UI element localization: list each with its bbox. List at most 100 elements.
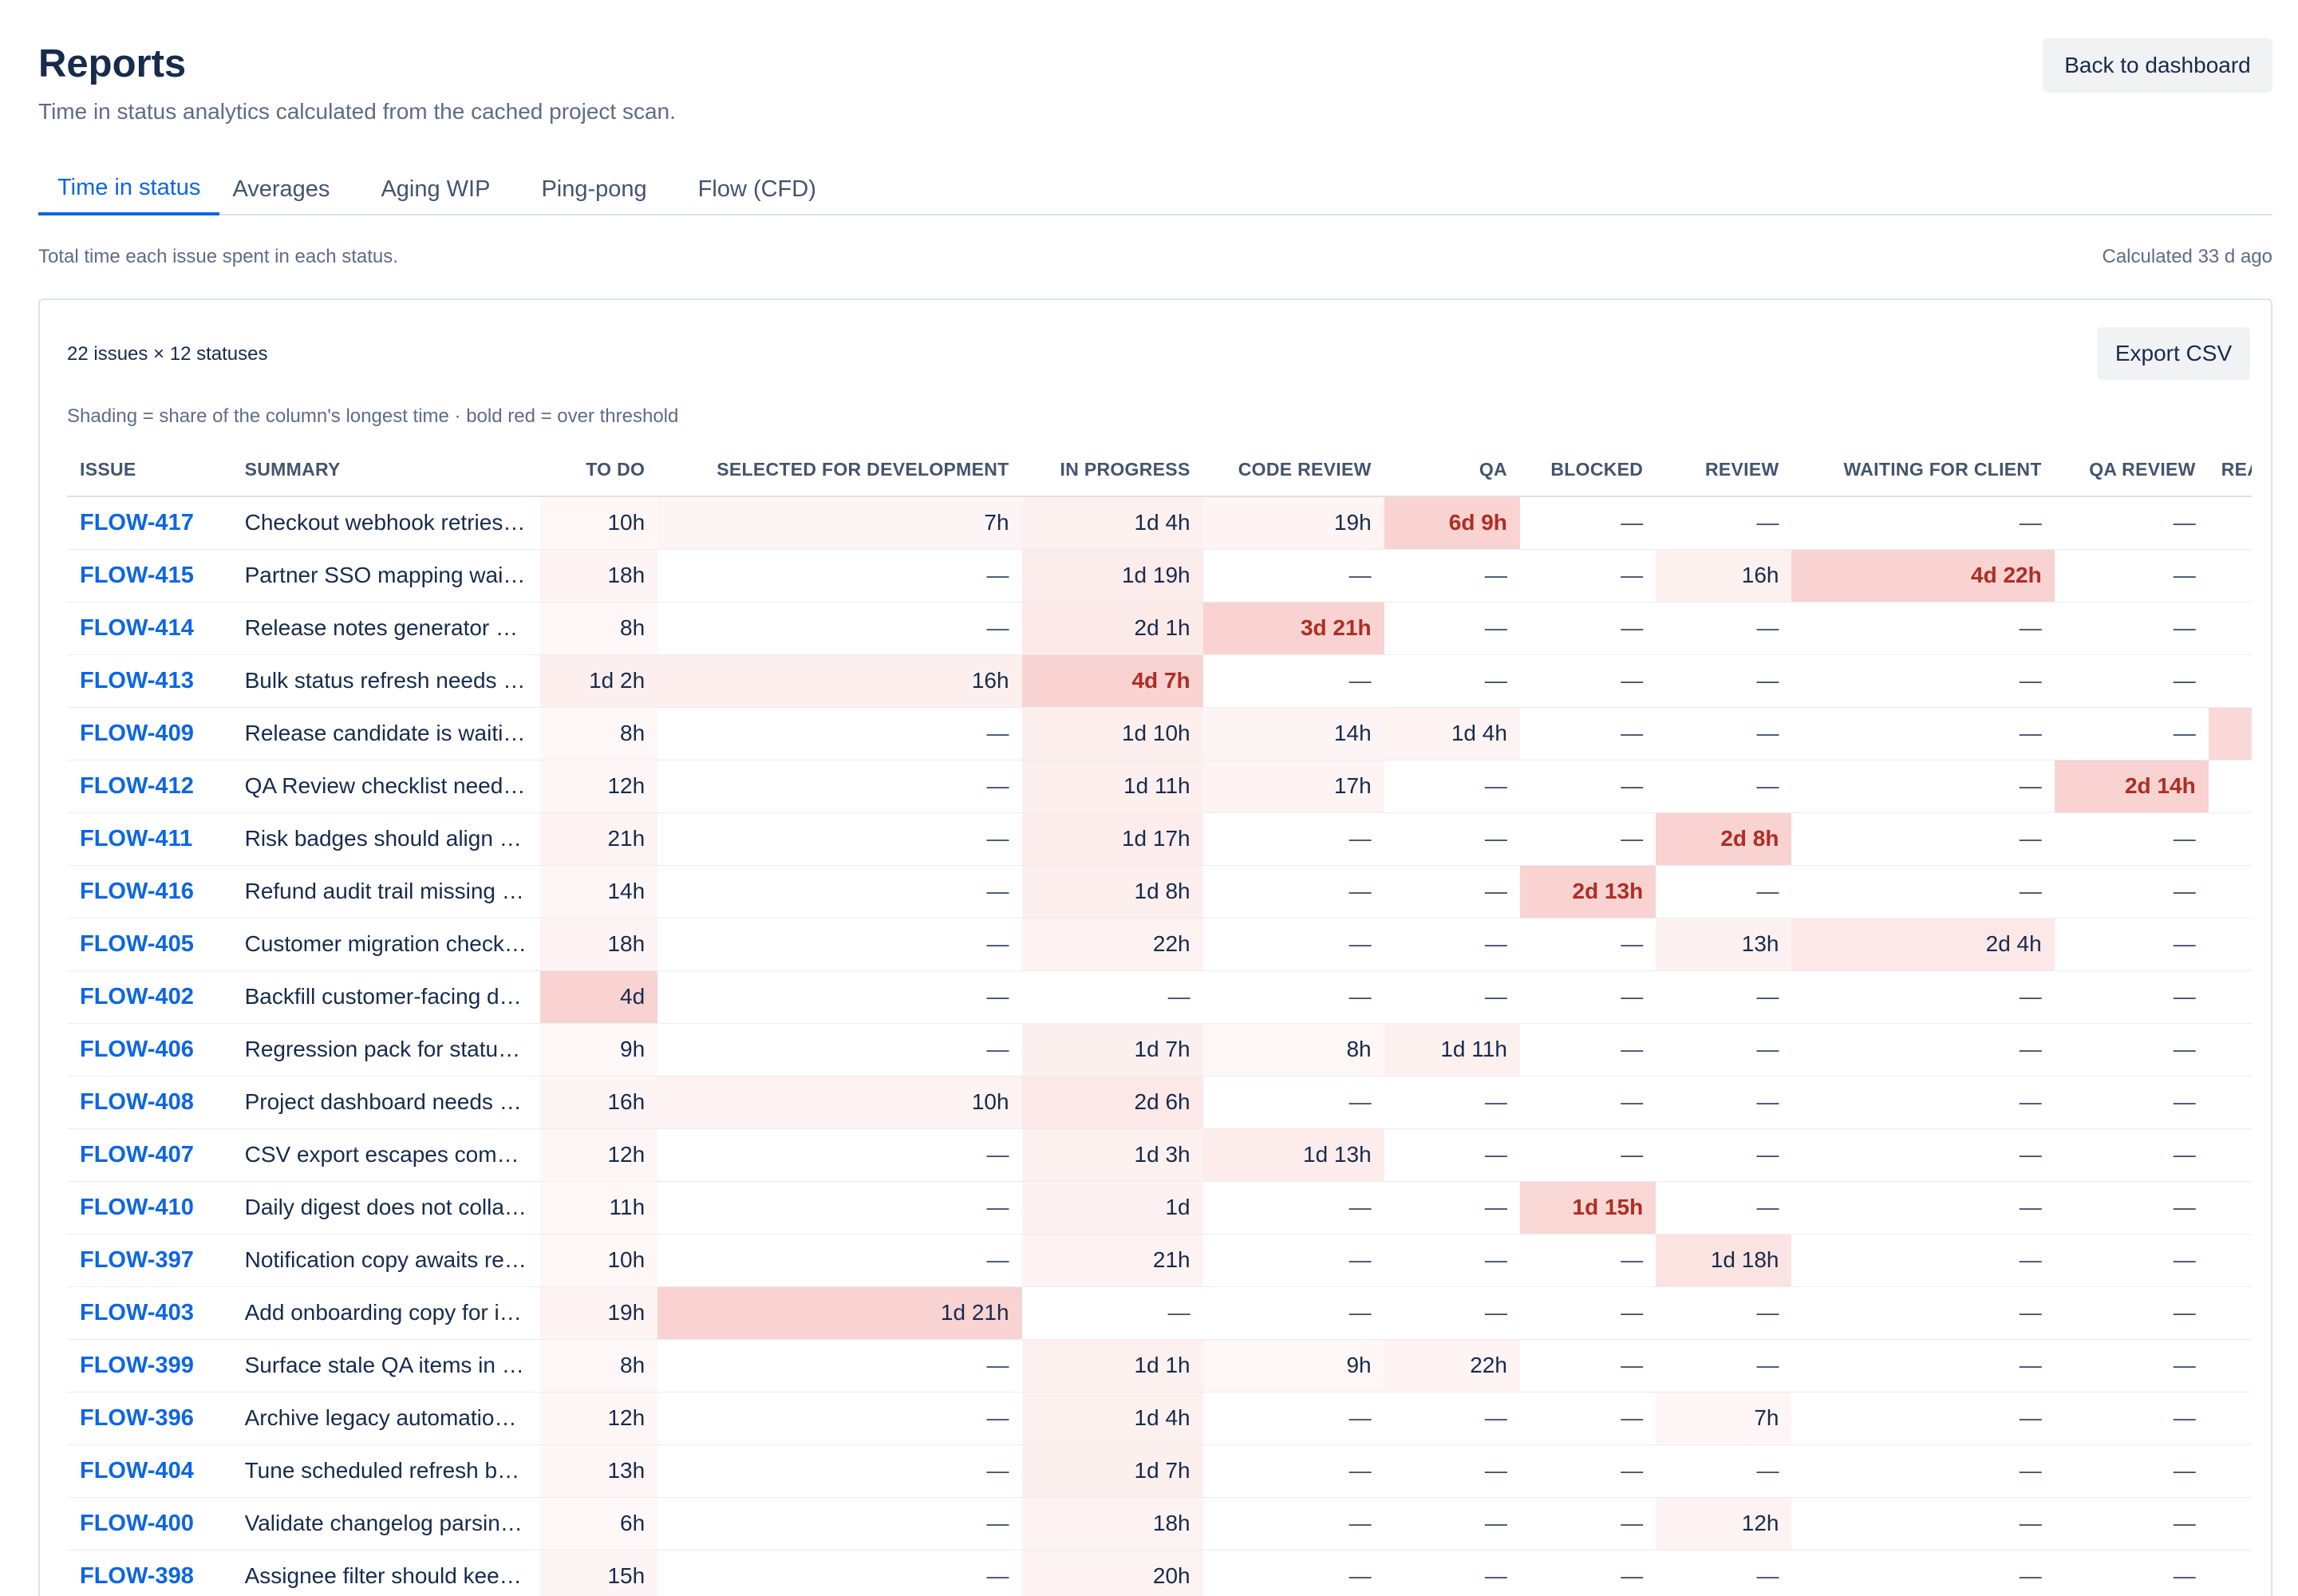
column-header-waiting-for-client[interactable]: Waiting for Client — [1791, 444, 2055, 497]
issue-key-link[interactable]: FLOW-400 — [67, 1497, 232, 1551]
status-duration-cell: 8h — [539, 707, 658, 760]
status-duration-cell: — — [1202, 1392, 1384, 1445]
status-duration-cell: — — [657, 1497, 1022, 1551]
column-header-to-do[interactable]: To Do — [539, 444, 658, 497]
issue-key-link[interactable]: FLOW-403 — [67, 1286, 232, 1340]
status-duration-cell — [2208, 760, 2252, 813]
status-duration-cell: — — [1202, 1076, 1384, 1129]
tab-averages[interactable]: Averages — [232, 176, 330, 202]
column-header-blocked[interactable]: Blocked — [1519, 444, 1656, 497]
issue-key-link[interactable]: FLOW-409 — [67, 707, 232, 760]
status-duration-cell — [2208, 496, 2252, 550]
column-header-ready-f[interactable]: Ready f — [2208, 444, 2252, 497]
issue-key-link[interactable]: FLOW-406 — [67, 1023, 232, 1077]
tab-time-in-status[interactable]: Time in status — [38, 163, 220, 215]
status-duration-cell: — — [657, 1444, 1022, 1498]
status-duration-cell: 6d 9h — [1384, 496, 1520, 550]
status-duration-cell: 18h — [539, 549, 658, 602]
status-duration-cell: — — [1791, 1234, 2055, 1287]
issue-summary: Backfill customer-facing docs with direc… — [231, 970, 540, 1024]
status-duration-cell: — — [1202, 1550, 1384, 1596]
status-duration-cell: — — [1791, 602, 2055, 655]
status-duration-cell: 1d 17h — [1021, 812, 1203, 866]
status-duration-cell — [2208, 1181, 2252, 1235]
status-duration-cell — [2208, 918, 2252, 971]
column-header-selected-for-development[interactable]: Selected for Development — [657, 444, 1022, 497]
column-header-summary[interactable]: Summary — [231, 444, 540, 497]
column-header-code-review[interactable]: Code Review — [1202, 444, 1384, 497]
status-duration-cell: 1d 10h — [1021, 707, 1203, 760]
column-header-issue[interactable]: Issue — [67, 444, 232, 497]
status-duration-cell: — — [1656, 760, 1792, 813]
status-duration-cell: — — [1519, 918, 1656, 971]
issue-key-link[interactable]: FLOW-402 — [67, 970, 232, 1024]
issue-key-link[interactable]: FLOW-405 — [67, 918, 232, 971]
column-header-in-progress[interactable]: In Progress — [1021, 444, 1203, 497]
status-duration-cell: 2d 4h — [1791, 918, 2055, 971]
issue-summary: Release notes generator drops rollout wa… — [231, 602, 540, 655]
status-duration-cell — [2208, 812, 2252, 866]
issue-key-link[interactable]: FLOW-415 — [67, 549, 232, 602]
issue-key-link[interactable]: FLOW-404 — [67, 1444, 232, 1498]
status-duration-cell: — — [1519, 1234, 1656, 1287]
status-duration-cell: 14h — [1202, 707, 1384, 760]
status-duration-cell: — — [1519, 1023, 1656, 1077]
status-duration-cell: — — [1202, 1286, 1384, 1340]
status-duration-cell: — — [657, 1550, 1022, 1596]
tab-flow-cfd[interactable]: Flow (CFD) — [697, 176, 816, 202]
status-duration-cell: 16h — [539, 1076, 658, 1129]
back-to-dashboard-button[interactable]: Back to dashboard — [2043, 38, 2272, 93]
tab-aging-wip[interactable]: Aging WIP — [381, 176, 491, 202]
status-duration-cell: 1d 7h — [1021, 1023, 1203, 1077]
issue-key-link[interactable]: FLOW-417 — [67, 496, 232, 550]
issue-key-link[interactable]: FLOW-412 — [67, 760, 232, 813]
status-duration-cell: — — [1656, 1339, 1792, 1393]
tab-ping-pong[interactable]: Ping-pong — [541, 176, 647, 202]
status-duration-cell: — — [1519, 1339, 1656, 1393]
column-header-qa-review[interactable]: QA Review — [2054, 444, 2209, 497]
status-duration-cell: — — [1519, 1550, 1656, 1596]
status-duration-cell: — — [1384, 865, 1520, 918]
status-duration-cell: — — [1656, 1181, 1792, 1235]
status-duration-cell — [2208, 1286, 2252, 1340]
status-duration-cell: 1d 1h — [1021, 1339, 1203, 1393]
status-duration-cell: — — [1021, 970, 1203, 1024]
issue-summary: Customer migration checklist is waiting … — [231, 918, 540, 971]
status-duration-cell: — — [1519, 760, 1656, 813]
table-scroll-area[interactable]: Issue Summary To Do Selected for Developmen… — [67, 444, 2252, 1596]
status-duration-cell: 9h — [539, 1023, 658, 1077]
column-header-review[interactable]: Review — [1656, 444, 1792, 497]
issue-key-link[interactable]: FLOW-414 — [67, 602, 232, 655]
status-duration-cell: — — [1791, 1444, 2055, 1498]
status-duration-cell: — — [1656, 1076, 1792, 1129]
export-csv-button[interactable]: Export CSV — [2097, 327, 2250, 380]
status-duration-cell: — — [2054, 1128, 2209, 1182]
status-duration-cell: — — [1656, 602, 1792, 655]
status-duration-cell: — — [1791, 970, 2055, 1024]
issue-key-link[interactable]: FLOW-416 — [67, 865, 232, 918]
status-duration-cell: — — [1202, 812, 1384, 866]
status-duration-cell: 1d 4h — [1384, 707, 1520, 760]
issue-key-link[interactable]: FLOW-411 — [67, 812, 232, 866]
issue-key-link[interactable]: FLOW-396 — [67, 1392, 232, 1445]
status-duration-cell: — — [1656, 654, 1792, 708]
issue-key-link[interactable]: FLOW-399 — [67, 1339, 232, 1393]
issue-key-link[interactable]: FLOW-398 — [67, 1550, 232, 1596]
status-duration-cell: 1d 8h — [1021, 865, 1203, 918]
status-duration-cell: 8h — [539, 1339, 658, 1393]
status-duration-cell: — — [1021, 1286, 1203, 1340]
status-duration-cell: 1d 4h — [1021, 496, 1203, 550]
issue-key-link[interactable]: FLOW-397 — [67, 1234, 232, 1287]
issue-key-link[interactable]: FLOW-408 — [67, 1076, 232, 1129]
status-duration-cell: 4d 7h — [1021, 654, 1203, 708]
status-duration-cell: — — [657, 549, 1022, 602]
column-header-qa[interactable]: QA — [1384, 444, 1520, 497]
status-duration-cell: — — [1384, 1497, 1520, 1551]
issue-key-link[interactable]: FLOW-410 — [67, 1181, 232, 1235]
status-duration-cell: — — [2054, 1339, 2209, 1393]
issue-key-link[interactable]: FLOW-407 — [67, 1128, 232, 1182]
issue-key-link[interactable]: FLOW-413 — [67, 654, 232, 708]
